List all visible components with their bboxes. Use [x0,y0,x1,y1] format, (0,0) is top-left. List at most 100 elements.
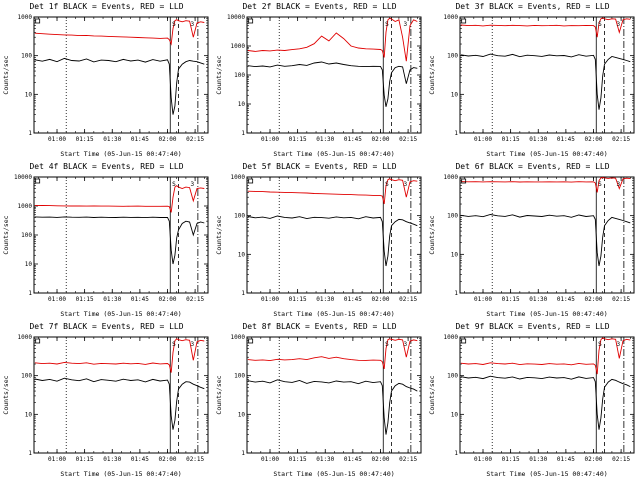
x-tick-label: 01:00 [474,296,492,303]
lld-series-line [460,337,631,375]
flag-square [35,18,41,24]
x-tick-label: 01:15 [289,456,307,463]
lld-series-line [247,17,418,62]
x-tick-label: 01:45 [131,296,149,303]
events-series-line [460,53,631,110]
plot-det-2f: 1 10 100 1000 10000 01:00 01:15 01:30 01:45 02:00… [215,14,422,158]
flag-label: S [385,181,389,188]
x-tick-label: 02:15 [399,456,417,463]
x-tick-label: 01:30 [529,296,547,303]
flag-label: 3 [404,21,408,28]
x-axis-label: Start Time (05-Jun-15 00:47:40) [60,470,181,478]
y-axis-label: Counts/sec [428,375,436,414]
x-tick-label: 01:45 [557,456,575,463]
panel-det-6f: Det 6f BLACK = Events, RED = LLD 1 10 100 1… [426,160,639,320]
plot-det-5f: 1 10 100 1000 01:00 01:15 01:30 01:45 02:00 02:15… [215,174,422,318]
chart-title: Det 3f BLACK = Events, RED = LLD [455,2,610,11]
panel-det-3f: Det 3f BLACK = Events, RED = LLD 1 10 100 1… [426,0,639,160]
plot-frame [459,176,635,294]
plot-frame [33,336,209,454]
x-tick-label: 02:00 [584,456,602,463]
x-tick-label: 01:00 [474,136,492,143]
x-tick-label: 01:15 [76,456,94,463]
y-axis-label: Counts/sec [428,215,436,254]
chart-title: Det 5f BLACK = Events, RED = LLD [242,162,397,171]
panel-det-4f: Det 4f BLACK = Events, RED = LLD 1 10 100 1… [0,160,213,320]
x-tick-label: 02:15 [399,296,417,303]
flag-label: 3 [617,181,621,188]
events-series-line [460,375,631,430]
flag-label: S [172,21,176,28]
x-tick-label: 01:15 [502,296,520,303]
y-tick-label: 100 [234,213,245,220]
plot-frame [33,16,209,134]
flag-square [35,338,41,344]
x-tick-label: 01:45 [344,136,362,143]
y-tick-label: 1 [241,450,245,457]
y-tick-label: 1000 [18,14,33,21]
plot-det-6f: 1 10 100 1000 01:00 01:15 01:30 01:45 02:00 02:15… [428,174,635,318]
panel-det-5f: Det 5f BLACK = Events, RED = LLD 1 10 100 1… [213,160,426,320]
x-tick-label: 01:30 [316,136,334,143]
x-tick-label: 02:00 [584,136,602,143]
x-axis-label: Start Time (05-Jun-15 00:47:40) [486,150,607,158]
y-tick-label: 1 [241,290,245,297]
x-tick-label: 01:15 [76,296,94,303]
plot-frame [459,16,635,134]
y-tick-label: 10 [25,91,33,98]
chart-title: Det 2f BLACK = Events, RED = LLD [242,2,397,11]
x-tick-label: 01:45 [344,296,362,303]
y-tick-label: 10 [25,411,33,418]
y-axis-label: Counts/sec [2,215,10,254]
flag-label: S [598,21,602,28]
flag-label: S [598,341,602,348]
chart-title: Det 6f BLACK = Events, RED = LLD [455,162,610,171]
y-tick-label: 100 [234,72,245,79]
y-tick-label: 10 [451,91,459,98]
y-tick-label: 10000 [14,174,32,181]
y-tick-label: 100 [447,373,458,380]
x-tick-label: 02:00 [371,136,389,143]
x-tick-label: 01:30 [103,296,121,303]
y-axis-label: Counts/sec [215,55,223,94]
y-tick-label: 1 [454,290,458,297]
x-tick-label: 01:30 [103,136,121,143]
flag-label: 3 [191,341,195,348]
plot-frame [246,176,422,294]
x-tick-label: 01:45 [131,456,149,463]
x-tick-label: 01:15 [502,136,520,143]
x-tick-label: 01:15 [76,136,94,143]
events-series-line [247,215,418,267]
y-axis-label: Counts/sec [215,375,223,414]
x-tick-label: 01:15 [289,296,307,303]
x-tick-label: 01:45 [557,296,575,303]
y-tick-label: 10 [451,251,459,258]
x-axis-label: Start Time (05-Jun-15 00:47:40) [273,150,394,158]
flag-label: S [385,21,389,28]
plot-frame [246,336,422,454]
x-tick-label: 02:00 [371,296,389,303]
x-tick-label: 02:15 [186,136,204,143]
x-tick-label: 01:15 [289,136,307,143]
y-axis-label: Counts/sec [428,55,436,94]
chart-title: Det 1f BLACK = Events, RED = LLD [29,2,184,11]
flag-label: S [172,181,176,188]
flag-label: 3 [191,21,195,28]
plot-frame [459,336,635,454]
plot-frame [33,176,209,294]
y-tick-label: 1000 [231,43,246,50]
x-tick-label: 01:15 [502,456,520,463]
flag-label: S [598,181,602,188]
y-tick-label: 1 [28,130,32,137]
x-tick-label: 01:00 [261,136,279,143]
plot-det-7f: 1 10 100 1000 01:00 01:15 01:30 01:45 02:00 02:15… [2,334,209,478]
x-tick-label: 02:00 [371,456,389,463]
y-tick-label: 1000 [444,334,459,341]
y-axis-label: Counts/sec [2,55,10,94]
y-tick-label: 100 [447,213,458,220]
y-tick-label: 1 [28,290,32,297]
events-series-line [247,379,418,435]
x-tick-label: 01:30 [103,456,121,463]
plot-det-1f: 1 10 100 1000 01:00 01:15 01:30 01:45 02:00 02:15… [2,14,209,158]
x-tick-label: 01:00 [474,456,492,463]
